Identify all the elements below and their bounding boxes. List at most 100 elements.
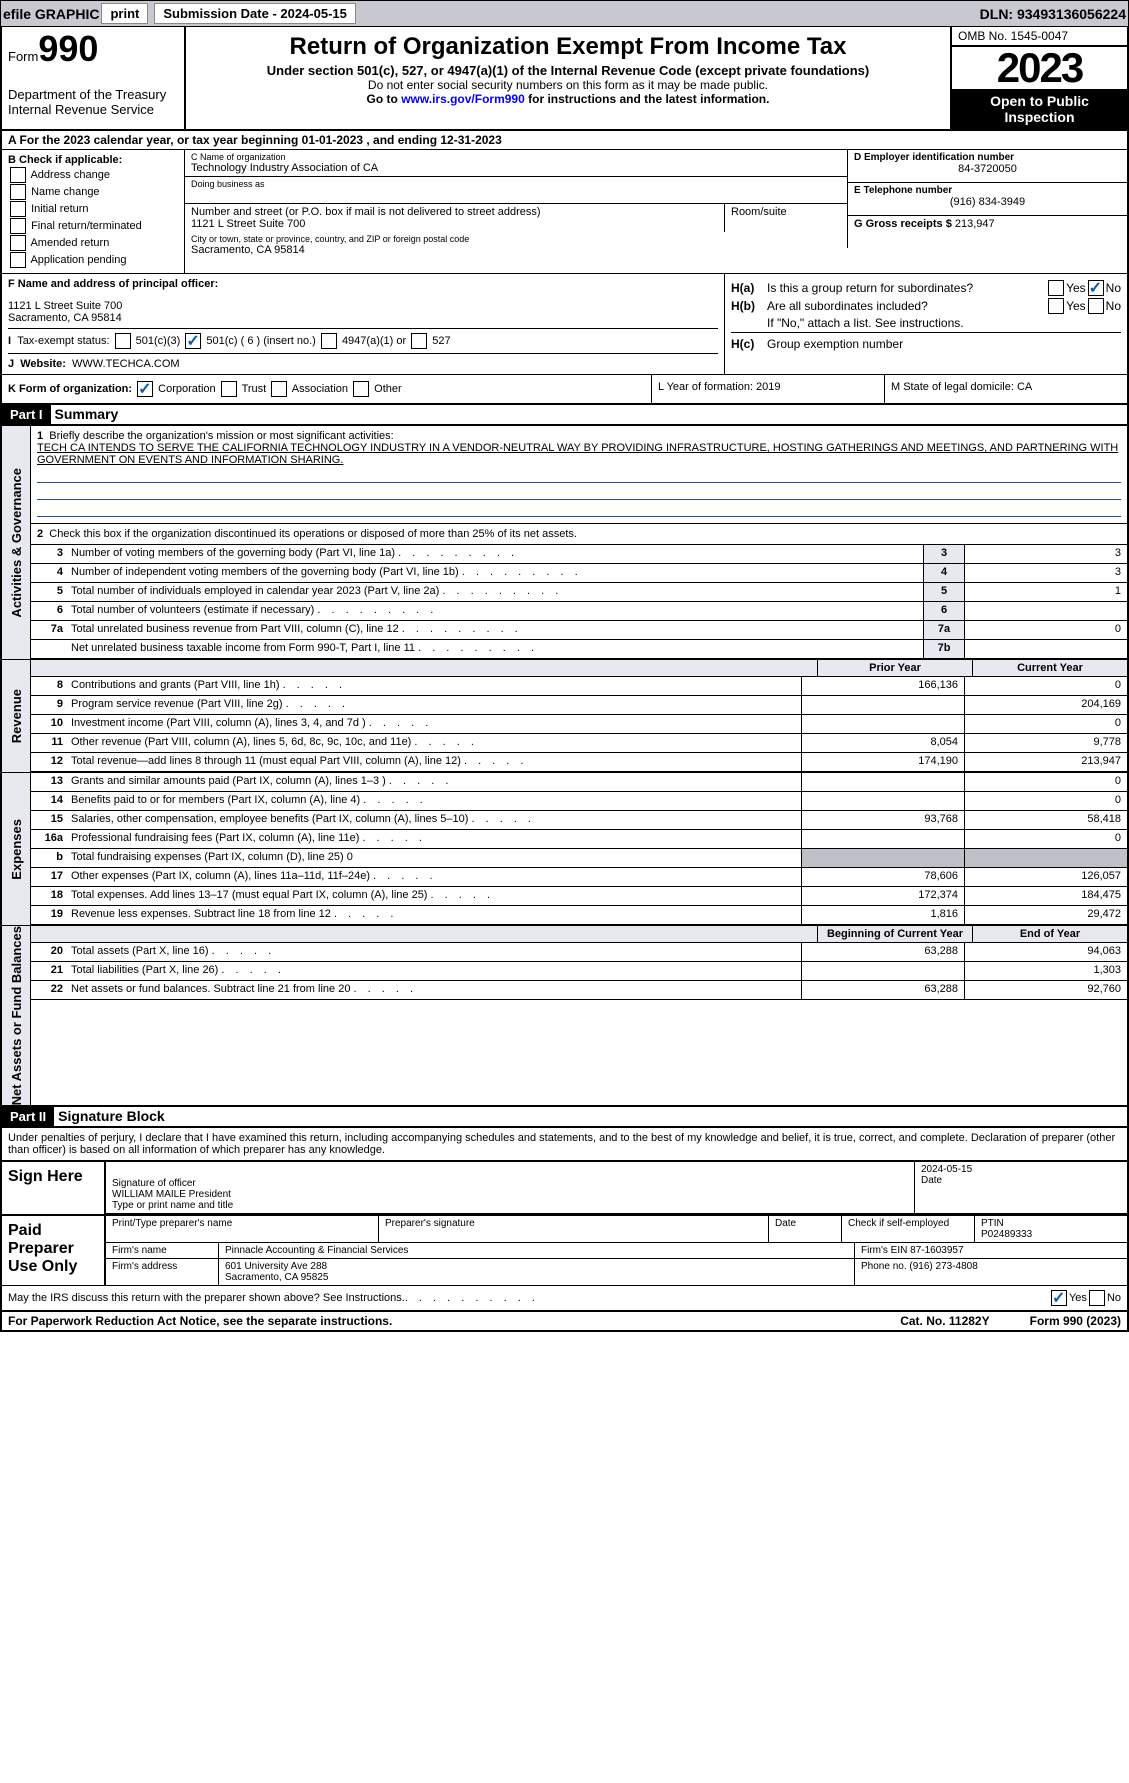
part1-label: Part I	[2, 405, 51, 424]
checkbox-app-pending[interactable]	[10, 252, 26, 268]
city-label: City or town, state or province, country…	[191, 234, 841, 244]
checkbox-501c3[interactable]	[115, 333, 131, 349]
line-14: 14Benefits paid to or for members (Part …	[31, 792, 1127, 811]
line-15: 15Salaries, other compensation, employee…	[31, 811, 1127, 830]
col-b: B Check if applicable: Address change Na…	[2, 150, 185, 273]
paperwork-notice: For Paperwork Reduction Act Notice, see …	[8, 1314, 392, 1328]
h-b-no[interactable]	[1088, 298, 1104, 314]
c-name-label: C Name of organization	[191, 152, 841, 162]
line-22: 22Net assets or fund balances. Subtract …	[31, 981, 1127, 1000]
line-4: 4Number of independent voting members of…	[31, 564, 1127, 583]
org-name: Technology Industry Association of CA	[191, 162, 841, 174]
cat-no: Cat. No. 11282Y	[900, 1314, 989, 1328]
submission-date-button[interactable]: Submission Date - 2024-05-15	[154, 3, 356, 24]
h-a-no[interactable]	[1088, 280, 1104, 296]
irs-discuss-q: May the IRS discuss this return with the…	[8, 1292, 405, 1304]
paid-preparer-label: Paid Preparer Use Only	[2, 1216, 106, 1285]
checkbox-initial-return[interactable]	[10, 201, 26, 217]
line-11: 11Other revenue (Part VIII, column (A), …	[31, 734, 1127, 753]
efile-label: efile GRAPHIC	[3, 6, 99, 22]
h-a-yes[interactable]	[1048, 280, 1064, 296]
form-id-footer: Form 990 (2023)	[1030, 1314, 1121, 1328]
col-h: H(a)Is this a group return for subordina…	[724, 274, 1127, 374]
vtab-netassets: Net Assets or Fund Balances	[2, 926, 31, 1105]
print-button[interactable]: print	[101, 3, 148, 24]
ptin-label: PTIN	[981, 1218, 1004, 1229]
line-17: 17Other expenses (Part IX, column (A), l…	[31, 868, 1127, 887]
top-toolbar: efile GRAPHIC print Submission Date - 20…	[0, 0, 1129, 27]
vtab-activities: Activities & Governance	[2, 426, 31, 659]
state-domicile: M State of legal domicile: CA	[884, 375, 1127, 403]
irs-no[interactable]	[1089, 1290, 1105, 1306]
checkbox-other[interactable]	[353, 381, 369, 397]
gross-receipts-value: 213,947	[955, 218, 995, 230]
line-7a: 7aTotal unrelated business revenue from …	[31, 621, 1127, 640]
street-value: 1121 L Street Suite 700	[191, 218, 718, 230]
checkbox-final-return[interactable]	[10, 218, 26, 234]
checkbox-assoc[interactable]	[271, 381, 287, 397]
ein-value: 84-3720050	[854, 163, 1121, 175]
line-: Net unrelated business taxable income fr…	[31, 640, 1127, 659]
line-19: 19Revenue less expenses. Subtract line 1…	[31, 906, 1127, 925]
boy-hdr: Beginning of Current Year	[817, 926, 972, 942]
phone-value: (916) 834-3949	[854, 196, 1121, 208]
line-8: 8Contributions and grants (Part VIII, li…	[31, 677, 1127, 696]
f-label: F Name and address of principal officer:	[8, 278, 718, 290]
street-label: Number and street (or P.O. box if mail i…	[191, 206, 718, 218]
i-label: Tax-exempt status:	[17, 335, 109, 347]
public-inspection: Open to Public Inspection	[952, 89, 1127, 129]
year-box: OMB No. 1545-0047 2023 Open to Public In…	[952, 27, 1127, 129]
line-16a: 16aProfessional fundraising fees (Part I…	[31, 830, 1127, 849]
form-subtitle: Under section 501(c), 527, or 4947(a)(1)…	[192, 63, 944, 78]
room-label: Room/suite	[731, 206, 841, 218]
treasury-label: Department of the Treasury Internal Reve…	[8, 87, 178, 117]
dln-label: DLN: 93493136056224	[980, 6, 1126, 22]
form-990-number: 990	[38, 28, 98, 69]
f-addr1: 1121 L Street Suite 700	[8, 300, 718, 312]
checkbox-501c[interactable]	[185, 333, 201, 349]
row-k: K Form of organization: Corporation Trus…	[2, 375, 651, 403]
h-b-yes[interactable]	[1048, 298, 1064, 314]
firm-ein: 87-1603957	[910, 1245, 963, 1256]
form-number-box: Form990 Department of the Treasury Inter…	[2, 27, 186, 129]
line-18: 18Total expenses. Add lines 13–17 (must …	[31, 887, 1127, 906]
checkbox-4947[interactable]	[321, 333, 337, 349]
part2-label: Part II	[2, 1107, 54, 1126]
sig-officer-label: Signature of officer	[112, 1178, 196, 1189]
checkbox-corp[interactable]	[137, 381, 153, 397]
checkbox-name-change[interactable]	[10, 184, 26, 200]
sign-date: 2024-05-15	[921, 1164, 972, 1175]
b-label: B Check if applicable:	[8, 154, 122, 166]
checkbox-trust[interactable]	[221, 381, 237, 397]
line-5: 5Total number of individuals employed in…	[31, 583, 1127, 602]
eoy-hdr: End of Year	[972, 926, 1127, 942]
line-21: 21Total liabilities (Part X, line 26) . …	[31, 962, 1127, 981]
mission-text: TECH CA INTENDS TO SERVE THE CALIFORNIA …	[37, 442, 1118, 466]
ssn-note: Do not enter social security numbers on …	[192, 78, 944, 92]
checkbox-address-change[interactable]	[10, 167, 26, 183]
firm-phone: (916) 273-4808	[909, 1261, 977, 1272]
line-12: 12Total revenue—add lines 8 through 11 (…	[31, 753, 1127, 772]
checkbox-527[interactable]	[411, 333, 427, 349]
irs-yes[interactable]	[1051, 1290, 1067, 1306]
part1-title: Summary	[55, 406, 119, 422]
gross-receipts-label: G Gross receipts $	[854, 218, 952, 230]
col-f: F Name and address of principal officer:…	[2, 274, 724, 374]
officer-name: WILLIAM MAILE President	[112, 1189, 231, 1200]
irs-link[interactable]: www.irs.gov/Form990	[401, 92, 525, 106]
line-2: 2 Check this box if the organization dis…	[31, 524, 1127, 545]
vtab-revenue: Revenue	[2, 660, 31, 772]
line-3: 3Number of voting members of the governi…	[31, 545, 1127, 564]
firm-name: Pinnacle Accounting & Financial Services	[225, 1245, 408, 1256]
part2-title: Signature Block	[58, 1108, 165, 1124]
line-b: bTotal fundraising expenses (Part IX, co…	[31, 849, 1127, 868]
checkbox-amended[interactable]	[10, 235, 26, 251]
form-prefix: Form	[8, 49, 38, 64]
k-label: K Form of organization:	[8, 383, 132, 395]
vtab-expenses: Expenses	[2, 773, 31, 925]
firm-address: 601 University Ave 288 Sacramento, CA 95…	[219, 1259, 855, 1285]
f-addr2: Sacramento, CA 95814	[8, 312, 718, 324]
sign-here-label: Sign Here	[2, 1162, 106, 1214]
dba-label: Doing business as	[191, 179, 841, 189]
tax-year: 2023	[952, 47, 1127, 89]
